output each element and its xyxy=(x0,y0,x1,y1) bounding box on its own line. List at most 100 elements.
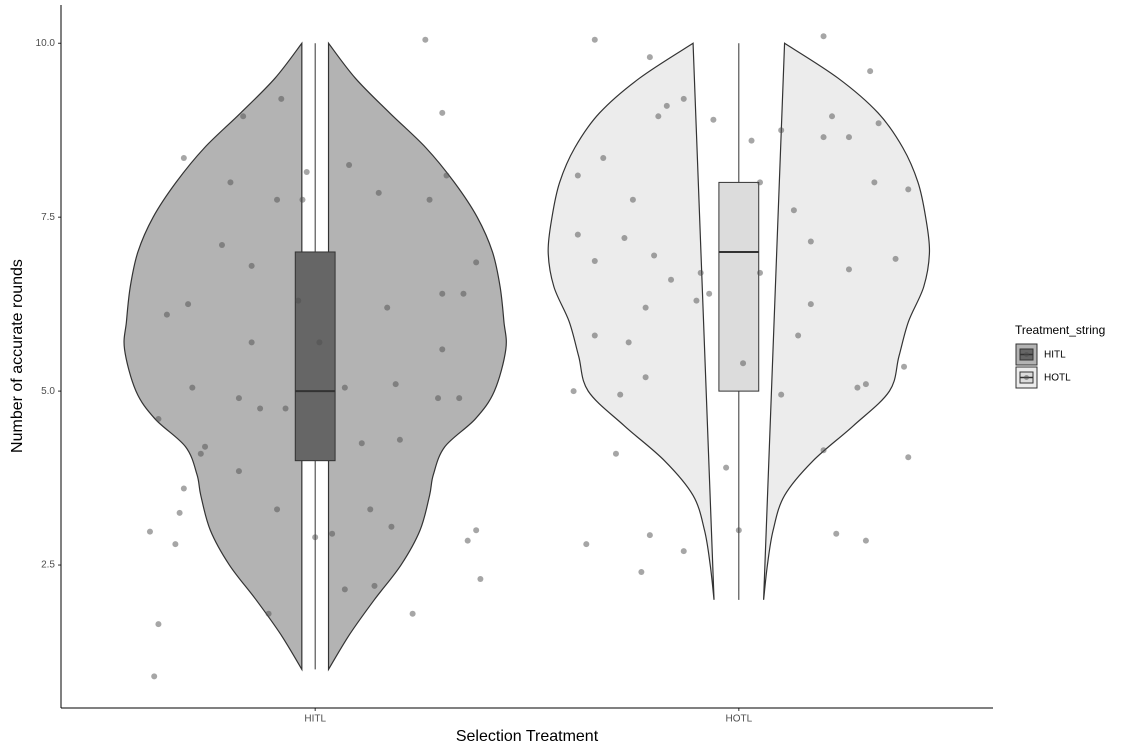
jitter-point xyxy=(625,339,632,346)
jitter-point xyxy=(384,304,391,311)
jitter-point xyxy=(439,346,446,353)
jitter-point xyxy=(409,610,416,617)
jitter-point xyxy=(473,527,480,534)
jitter-point xyxy=(757,179,763,186)
jitter-point xyxy=(299,196,306,203)
jitter-point xyxy=(329,530,336,537)
jitter-point xyxy=(265,610,272,617)
jitter-point xyxy=(871,179,878,186)
jitter-point xyxy=(723,464,730,471)
jitter-point xyxy=(629,196,636,203)
y-tick-label: 2.5 xyxy=(41,560,55,571)
jitter-point xyxy=(706,290,713,297)
y-tick-label: 5.0 xyxy=(41,386,55,397)
violin-half xyxy=(547,42,715,600)
jitter-point xyxy=(829,113,836,120)
jitter-point xyxy=(778,391,785,398)
jitter-point xyxy=(189,384,196,391)
jitter-point xyxy=(473,259,480,266)
jitter-point xyxy=(651,252,658,259)
jitter-point xyxy=(218,242,225,249)
jitter-point xyxy=(807,301,814,308)
jitter-point xyxy=(235,468,242,475)
jitter-point xyxy=(155,621,162,628)
violin-half xyxy=(123,41,303,672)
jitter-point xyxy=(680,95,687,102)
jitter-point xyxy=(180,155,187,162)
jitter-point xyxy=(367,506,374,513)
jitter-point xyxy=(346,162,353,169)
legend-key-point xyxy=(1024,352,1029,357)
jitter-point xyxy=(757,269,763,276)
jitter-point xyxy=(617,391,624,398)
jitter-point xyxy=(591,332,598,339)
jitter-point xyxy=(439,290,446,297)
jitter-point xyxy=(600,155,607,162)
jitter-point xyxy=(697,269,704,276)
jitter-point xyxy=(621,235,628,242)
jitter-point xyxy=(833,530,840,537)
legend-key-point xyxy=(1024,375,1029,380)
jitter-point xyxy=(820,33,827,40)
jitter-point xyxy=(820,134,827,141)
jitter-point xyxy=(341,586,348,593)
jitter-point xyxy=(257,405,264,412)
jitter-point xyxy=(642,374,649,381)
jitter-point xyxy=(638,568,645,575)
jitter-point xyxy=(460,290,467,297)
jitter-point xyxy=(867,68,874,75)
jitter-point xyxy=(901,363,908,370)
jitter-point xyxy=(388,523,395,530)
box xyxy=(294,251,336,462)
jitter-point xyxy=(820,447,827,454)
jitter-point xyxy=(282,405,289,412)
legend-title: Treatment_string xyxy=(1015,323,1105,337)
violin-half xyxy=(327,41,507,672)
jitter-point xyxy=(845,134,852,141)
jitter-point xyxy=(845,266,852,273)
jitter-point xyxy=(591,36,598,43)
jitter-point xyxy=(316,339,323,346)
jitter-point xyxy=(180,485,187,492)
jitter-point xyxy=(248,262,255,269)
jitter-point xyxy=(892,255,899,262)
jitter-point xyxy=(303,168,310,175)
jitter-point xyxy=(155,415,162,422)
x-axis-label: Selection Treatment xyxy=(456,728,599,745)
jitter-point xyxy=(422,36,429,43)
jitter-point xyxy=(795,332,802,339)
jitter-point xyxy=(358,440,365,447)
jitter-point xyxy=(583,541,590,548)
jitter-point xyxy=(151,673,158,680)
jitter-point xyxy=(854,384,861,391)
y-axis-label: Number of accurate rounds xyxy=(9,259,26,453)
jitter-point xyxy=(570,388,577,395)
jitter-point xyxy=(176,509,183,516)
jitter-point xyxy=(642,304,649,311)
jitter-point xyxy=(680,548,687,555)
jitter-point xyxy=(646,532,653,539)
jitter-point xyxy=(240,113,247,120)
jitter-point xyxy=(464,537,471,544)
jitter-point xyxy=(748,137,755,144)
jitter-point xyxy=(574,231,581,238)
legend-label: HOTL xyxy=(1044,373,1071,384)
jitter-point xyxy=(426,196,433,203)
jitter-point xyxy=(202,443,209,450)
x-tick-label: HOTL xyxy=(725,714,752,725)
jitter-point xyxy=(248,339,255,346)
jitter-point xyxy=(663,102,670,109)
legend-label: HITL xyxy=(1044,350,1066,361)
jitter-point xyxy=(612,450,619,457)
jitter-point xyxy=(227,179,234,186)
y-tick-label: 7.5 xyxy=(41,212,55,223)
jitter-point xyxy=(778,127,785,134)
jitter-point xyxy=(862,381,869,388)
jitter-point xyxy=(435,395,442,402)
jitter-point xyxy=(278,95,285,102)
jitter-point xyxy=(735,527,742,534)
jitter-point xyxy=(790,207,797,214)
jitter-point xyxy=(295,297,302,304)
jitter-point xyxy=(591,258,598,265)
